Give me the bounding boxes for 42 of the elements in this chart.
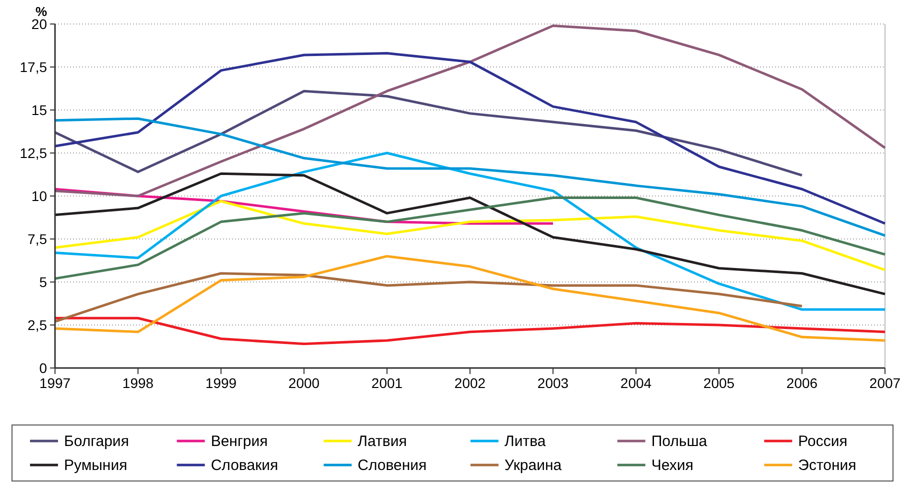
y-tick-label: 7,5 — [28, 231, 48, 247]
y-tick-label: 20 — [31, 16, 48, 32]
x-tick-label: 2006 — [786, 375, 818, 391]
line-series — [54, 52, 886, 225]
line-series — [54, 172, 886, 296]
line-series — [54, 272, 804, 323]
legend-label: Литва — [504, 433, 546, 450]
y-tick-label: 17,5 — [20, 59, 48, 75]
y-tick-label: 0 — [39, 360, 48, 376]
y-tick-label: 5 — [39, 274, 48, 290]
y-tick-label: 10 — [31, 188, 48, 204]
x-tick-label: 2004 — [620, 375, 652, 391]
legend-label: Венгрия — [210, 433, 268, 450]
x-tick-label: 1999 — [205, 375, 237, 391]
x-tick-label: 2000 — [288, 375, 320, 391]
x-tick-label: 2002 — [454, 375, 486, 391]
line-series — [54, 316, 886, 346]
legend-label: Словакия — [210, 457, 278, 474]
x-tick-label: 2005 — [703, 375, 735, 391]
legend-label: Польша — [651, 433, 708, 450]
y-axis-title: % — [35, 4, 48, 19]
legend-label: Россия — [798, 433, 848, 450]
y-tick-label: 12,5 — [20, 145, 48, 161]
legend-label: Чехия — [651, 457, 694, 474]
legend-label: Латвия — [358, 433, 407, 450]
x-tick-label: 2007 — [869, 375, 901, 391]
x-tick-label: 1997 — [39, 375, 71, 391]
legend-label: Словения — [358, 457, 427, 474]
line-series — [54, 152, 886, 311]
legend-label: Эстония — [798, 457, 856, 474]
line-series — [54, 254, 886, 342]
line-series — [54, 90, 804, 177]
legend-label: Болгария — [64, 433, 129, 450]
x-tick-label: 2003 — [537, 375, 569, 391]
x-tick-label: 1998 — [122, 375, 154, 391]
line-series — [54, 24, 886, 198]
y-tick-label: 2,5 — [28, 317, 48, 333]
legend-label: Украина — [504, 457, 562, 474]
x-tick-label: 2001 — [371, 375, 403, 391]
y-tick-label: 15 — [31, 102, 48, 118]
legend-label: Румыния — [64, 457, 128, 474]
line-series — [54, 117, 886, 237]
